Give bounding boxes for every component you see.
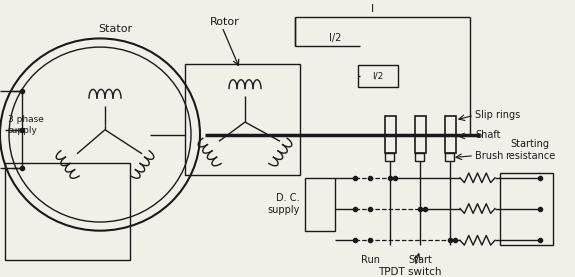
- Bar: [445, 153, 454, 161]
- Text: Brush: Brush: [475, 151, 503, 161]
- Bar: [415, 153, 424, 161]
- Text: Shaft: Shaft: [475, 130, 500, 140]
- Text: Start: Start: [408, 255, 432, 265]
- Bar: [5, 163, 130, 260]
- Text: Slip rings: Slip rings: [475, 110, 520, 120]
- Bar: [500, 173, 553, 245]
- Text: Starting
resistance: Starting resistance: [505, 139, 555, 160]
- Bar: [305, 178, 335, 231]
- Text: I/2: I/2: [373, 71, 384, 80]
- Text: Run: Run: [361, 255, 380, 265]
- Text: D. C.
supply: D. C. supply: [267, 193, 300, 215]
- Bar: [185, 64, 300, 175]
- Text: TPDT switch: TPDT switch: [378, 267, 442, 277]
- Text: I: I: [371, 4, 374, 14]
- Bar: [385, 116, 396, 153]
- Text: I/2: I/2: [329, 33, 341, 43]
- Text: Stator: Stator: [98, 24, 132, 34]
- Text: Rotor: Rotor: [210, 17, 240, 27]
- Bar: [415, 116, 426, 153]
- Bar: [445, 116, 456, 153]
- Bar: [358, 65, 398, 86]
- Bar: [385, 153, 394, 161]
- Text: 3 phase
supply: 3 phase supply: [8, 115, 44, 135]
